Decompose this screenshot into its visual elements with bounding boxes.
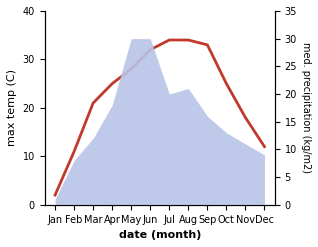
Y-axis label: max temp (C): max temp (C): [7, 69, 17, 146]
X-axis label: date (month): date (month): [119, 230, 201, 240]
Y-axis label: med. precipitation (kg/m2): med. precipitation (kg/m2): [301, 42, 311, 173]
